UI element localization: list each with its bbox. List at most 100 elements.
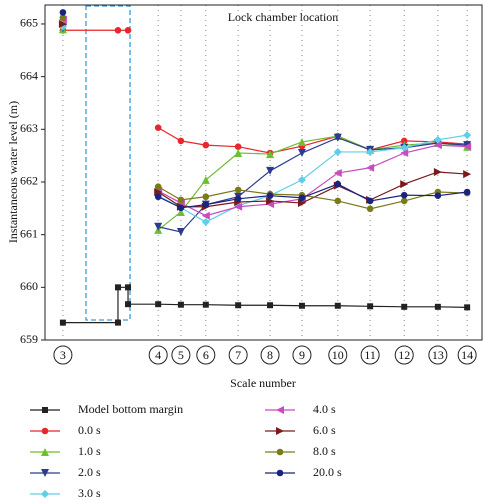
marker [177,137,185,145]
marker [367,303,374,310]
series-line [62,286,468,324]
marker [298,194,306,202]
marker [266,196,275,205]
x-tick-label: 3 [60,348,66,362]
marker [463,170,472,179]
marker [266,150,275,159]
marker [59,319,66,326]
tick-circle [292,345,312,365]
marker [234,202,243,211]
x-tick-label: 8 [267,348,273,362]
y-tick-label: 661 [20,226,38,240]
y-axis-label: Instantaneous water level (m) [6,101,20,243]
tick-circle [328,345,348,365]
marker [176,228,185,237]
marker [297,149,306,158]
marker [334,197,342,205]
series-line [158,137,468,233]
legend-label: 3.0 s [78,486,101,500]
x-tick-label: 10 [332,348,344,362]
tick-circle [171,345,191,365]
annotation: Lock chamber location [228,10,339,24]
x-tick-label: 14 [461,348,473,362]
marker [59,9,67,16]
marker [434,192,442,199]
marker [176,208,185,217]
marker [114,26,122,34]
y-tick-label: 664 [20,68,38,82]
marker [154,193,162,201]
marker [333,133,342,142]
marker [400,191,408,199]
x-tick-label: 11 [364,348,376,362]
marker [297,175,306,184]
marker [334,302,341,309]
y-tick-label: 659 [20,332,38,346]
marker [202,301,209,308]
marker [463,188,471,196]
plot-frame [44,4,483,341]
marker [177,196,185,204]
marker [400,137,408,145]
marker [125,284,132,291]
marker [401,303,408,310]
marker [366,197,374,205]
marker [201,218,210,227]
tick-circle [428,345,448,365]
x-tick-label: 5 [178,348,184,362]
marker [433,135,442,144]
marker [154,183,162,191]
marker [433,141,442,150]
marker [334,180,342,188]
x-tick-label: 9 [299,348,305,362]
x-axis-label: Scale number [230,376,296,390]
x-tick-label: 12 [398,348,410,362]
legend-label: 0.0 s [78,423,101,437]
marker [154,187,163,196]
tick-circle [360,345,380,365]
tick-circle [394,345,414,365]
legend-label: 1.0 s [78,444,101,458]
marker [267,302,274,309]
marker [154,124,162,132]
lock-chamber-box [85,5,131,321]
marker [298,302,305,309]
legend-marker [41,490,49,498]
marker [266,200,275,209]
marker [177,204,185,212]
marker [463,142,472,151]
y-tick-label: 665 [20,16,38,30]
marker [124,26,132,34]
marker [266,192,274,199]
legend-marker [42,407,48,413]
marker [234,143,242,150]
marker [234,195,242,203]
legend-marker [41,427,49,435]
legend-label: 2.0 s [78,465,101,479]
y-tick-label: 663 [20,121,38,135]
legend-marker [276,406,284,414]
marker [234,149,243,158]
tick-circle [228,345,248,365]
marker [234,186,242,194]
marker [202,193,210,201]
legend-marker [276,448,284,456]
legend-label: 8.0 s [313,444,336,458]
series-line [62,29,468,154]
marker [333,147,342,156]
legend-marker [276,427,284,435]
legend-marker [41,469,49,477]
marker [400,149,409,158]
marker [58,19,67,28]
marker [400,197,408,205]
legend-marker [41,448,49,456]
marker [114,319,121,326]
marker [235,302,242,309]
x-tick-label: 4 [155,348,161,362]
tick-circle [260,345,280,365]
legend-label: 4.0 s [313,402,336,416]
marker [400,180,409,189]
marker [154,222,163,231]
marker [297,137,306,146]
